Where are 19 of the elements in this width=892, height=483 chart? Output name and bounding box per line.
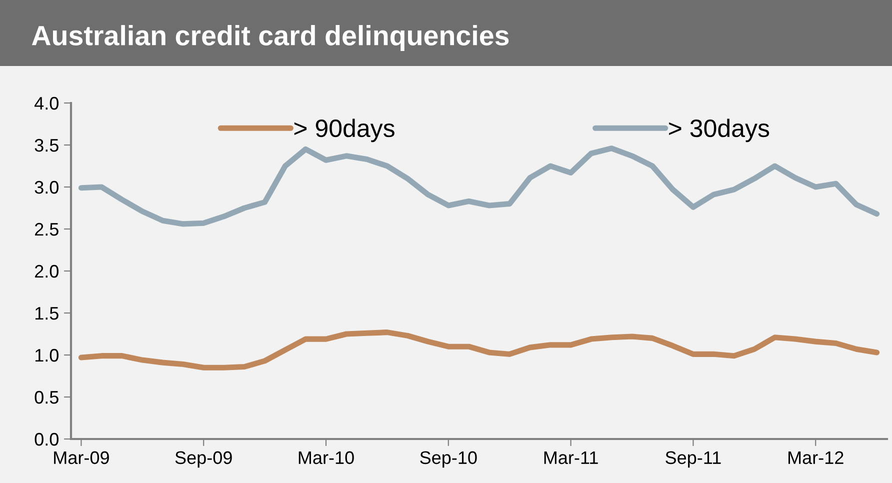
legend-label: > 30days [669, 118, 770, 142]
y-tick-label: 3.5 [34, 138, 58, 152]
y-tick-label: 0.0 [34, 432, 58, 446]
y-tick-label: 1.0 [35, 348, 58, 362]
y-tick-label: 2.0 [35, 264, 58, 278]
chart-title: Australian credit card delinquencies [32, 25, 509, 51]
y-tick-label: 3.0 [34, 180, 58, 194]
x-tick-label: Mar-10 [298, 451, 354, 464]
y-tick-label: 0.5 [34, 390, 58, 404]
x-tick-label: Mar-11 [544, 451, 598, 464]
x-tick-label: Sep-10 [420, 451, 477, 468]
x-tick-label: Mar-09 [54, 451, 109, 464]
x-tick-label: Sep-11 [666, 451, 721, 468]
y-tick-label: 2.5 [35, 222, 58, 236]
x-tick-label: Mar-12 [788, 451, 844, 464]
y-tick-label: 4.0 [34, 96, 58, 110]
x-tick-label: Sep-09 [175, 451, 232, 468]
y-tick-label: 1.5 [35, 307, 58, 320]
legend-label: > 90days [294, 118, 394, 142]
